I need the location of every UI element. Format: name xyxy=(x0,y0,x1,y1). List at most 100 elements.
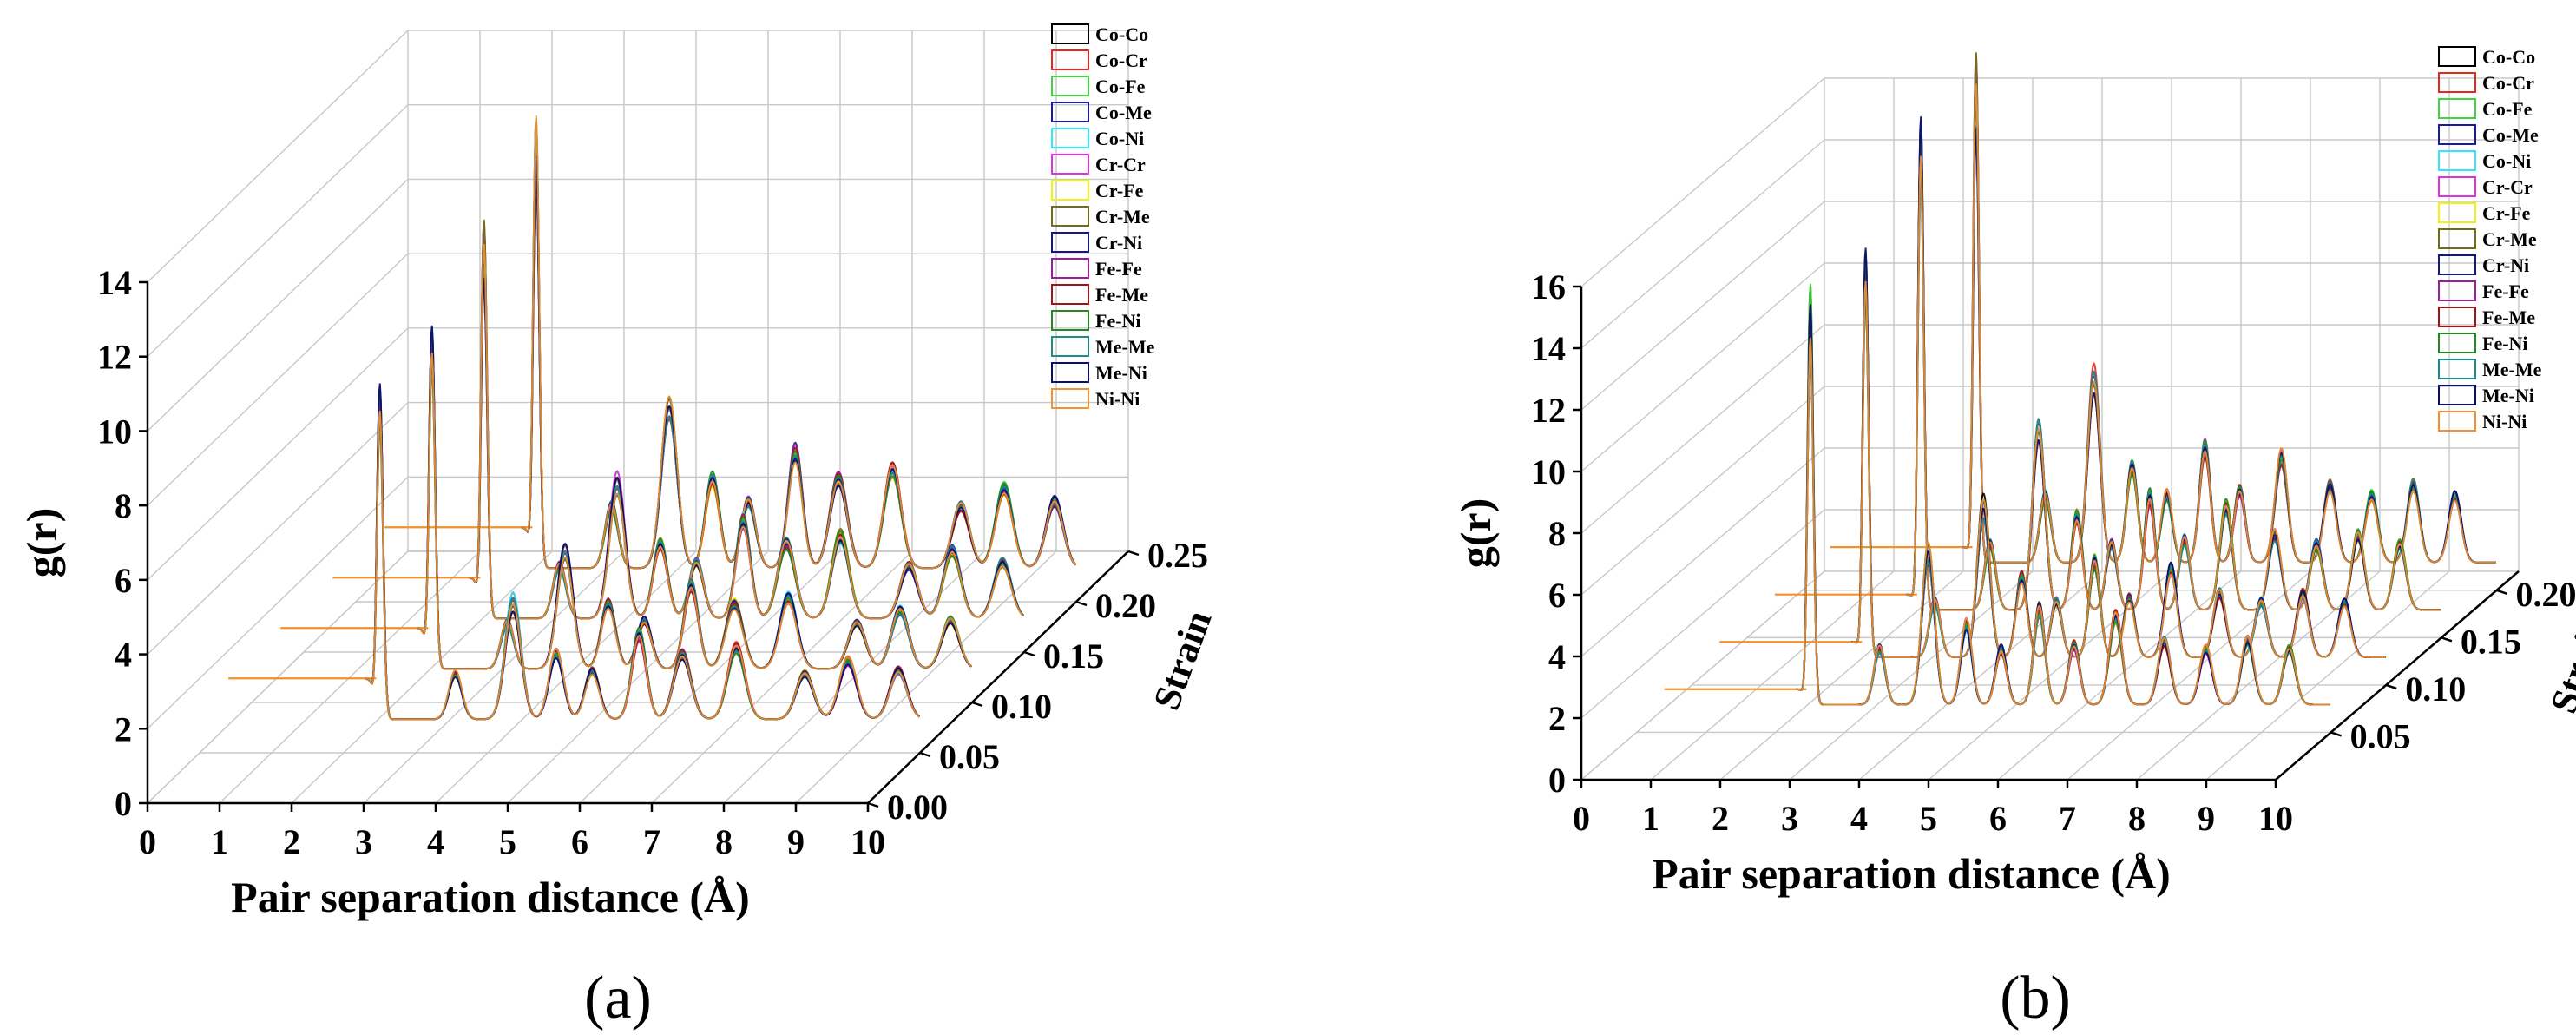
y-tick-label: 4 xyxy=(1548,637,1566,676)
grid-line xyxy=(1650,570,1895,781)
grid-line xyxy=(1580,509,1825,719)
y-axis-label: g(r) xyxy=(17,508,66,578)
x-tick-label: 5 xyxy=(499,822,516,861)
legend-swatch xyxy=(2438,176,2476,197)
legend-swatch xyxy=(2438,228,2476,249)
series-line xyxy=(521,123,1077,570)
x-tick-label: 6 xyxy=(571,822,588,861)
series-line xyxy=(521,167,1077,570)
x-tick-label: 8 xyxy=(715,822,733,861)
legend: Co-Co Co-Cr Co-Fe Co-Me Co-Ni Cr-Cr Cr-Fe Cr-Me… xyxy=(2438,46,2542,432)
legend-swatch xyxy=(2438,280,2476,301)
grid-line xyxy=(147,327,409,581)
series-line xyxy=(1906,155,2441,611)
x-tick-label: 3 xyxy=(1781,799,1798,838)
legend-entry: Co-Me xyxy=(2482,124,2539,146)
legend-swatch xyxy=(2438,307,2476,327)
legend-swatch xyxy=(2438,359,2476,379)
grid-line xyxy=(1580,324,1825,534)
legend-swatch xyxy=(1051,336,1089,357)
x-tick-label: 10 xyxy=(2258,799,2293,838)
legend-entry: Fe-Ni xyxy=(2482,333,2528,354)
z-tick-label: 0.20 xyxy=(2516,575,2576,614)
series-line xyxy=(1851,280,2386,658)
legend-entry: Cr-Ni xyxy=(2482,254,2529,276)
legend-swatch xyxy=(2438,411,2476,432)
legend-entry: Cr-Ni xyxy=(1095,232,1142,254)
legend-entry: Co-Ni xyxy=(2482,150,2531,172)
legend-swatch xyxy=(2438,124,2476,145)
series-line xyxy=(521,135,1077,570)
legend-swatch xyxy=(1051,310,1089,331)
grid-line xyxy=(363,550,625,804)
series-line xyxy=(365,420,920,721)
series-line xyxy=(521,115,1077,570)
x-tick-label: 1 xyxy=(1642,799,1659,838)
x-tick-label: 9 xyxy=(2198,799,2215,838)
y-tick-label: 14 xyxy=(1531,329,1566,368)
z-tick-label: 0.05 xyxy=(2350,716,2411,755)
legend-swatch xyxy=(2438,333,2476,353)
grid-line xyxy=(147,253,409,506)
x-tick-label: 7 xyxy=(643,822,660,861)
z-tick-label: 0.05 xyxy=(939,737,1000,776)
z-axis xyxy=(2275,570,2520,781)
grid-line xyxy=(795,550,1057,804)
legend-entry: Co-Fe xyxy=(1095,76,1146,97)
strain-slice xyxy=(1664,283,2330,706)
legend-entry: Cr-Me xyxy=(2482,228,2537,250)
x-tick-label: 2 xyxy=(1712,799,1729,838)
legend-swatch xyxy=(1051,258,1089,279)
y-tick-label: 2 xyxy=(1548,699,1566,738)
grid-line xyxy=(1580,386,1825,596)
series-line xyxy=(1796,338,2330,706)
y-tick-label: 0 xyxy=(115,784,132,823)
grid xyxy=(1580,77,2520,781)
z-axis xyxy=(867,550,1129,804)
legend-swatch xyxy=(1051,102,1089,122)
strain-slice xyxy=(1774,116,2441,611)
legend-swatch xyxy=(2438,46,2476,67)
legend-entry: Fe-Me xyxy=(2482,307,2535,328)
legend-entry: Me-Ni xyxy=(2482,385,2534,406)
x-tick-label: 4 xyxy=(427,822,444,861)
plot-area xyxy=(228,115,1077,721)
z-axis-label: Strain xyxy=(2542,609,2576,719)
grid-line xyxy=(1580,139,1825,349)
x-tick-label: 9 xyxy=(787,822,805,861)
grid-line xyxy=(147,402,409,656)
series-line xyxy=(521,121,1077,570)
legend-swatch xyxy=(1051,362,1089,383)
grid-line xyxy=(2067,570,2311,781)
y-tick-label: 8 xyxy=(115,486,132,525)
legend-entry: Cr-Fe xyxy=(1095,180,1144,201)
grid-line xyxy=(1719,570,1964,781)
legend-swatch xyxy=(2438,385,2476,405)
y-tick-label: 6 xyxy=(1548,576,1566,615)
series-line xyxy=(1851,247,2386,658)
legend-entry: Co-Cr xyxy=(1095,49,1147,71)
x-axis-label: Pair separation distance (Å) xyxy=(1652,849,2171,898)
grid-line xyxy=(147,178,409,432)
y-tick-label: 8 xyxy=(1548,514,1566,553)
strain-slice xyxy=(228,383,920,721)
grid-line xyxy=(147,550,409,804)
x-axis-label: Pair separation distance (Å) xyxy=(231,873,750,921)
legend-entry: Ni-Ni xyxy=(2482,411,2527,432)
y-tick-label: 0 xyxy=(1548,761,1566,800)
plot-area xyxy=(1664,52,2496,706)
legend-entry: Fe-Fe xyxy=(2482,280,2529,302)
legend-swatch xyxy=(1051,284,1089,305)
z-tick xyxy=(971,701,983,708)
legend-swatch xyxy=(2438,254,2476,275)
grid-line xyxy=(1580,77,1825,287)
y-tick-label: 12 xyxy=(97,338,132,377)
legend-entry: Cr-Cr xyxy=(1095,154,1146,175)
legend-swatch xyxy=(1051,128,1089,148)
grid-line xyxy=(1580,447,1825,657)
z-tick xyxy=(2330,731,2343,737)
series-line xyxy=(365,423,920,721)
legend: Co-Co Co-Cr Co-Fe Co-Me Co-Ni Cr-Cr Cr-Fe Cr-Me… xyxy=(1051,23,1155,410)
z-axis-label: Strain xyxy=(1145,605,1219,715)
x-tick-label: 0 xyxy=(139,822,156,861)
